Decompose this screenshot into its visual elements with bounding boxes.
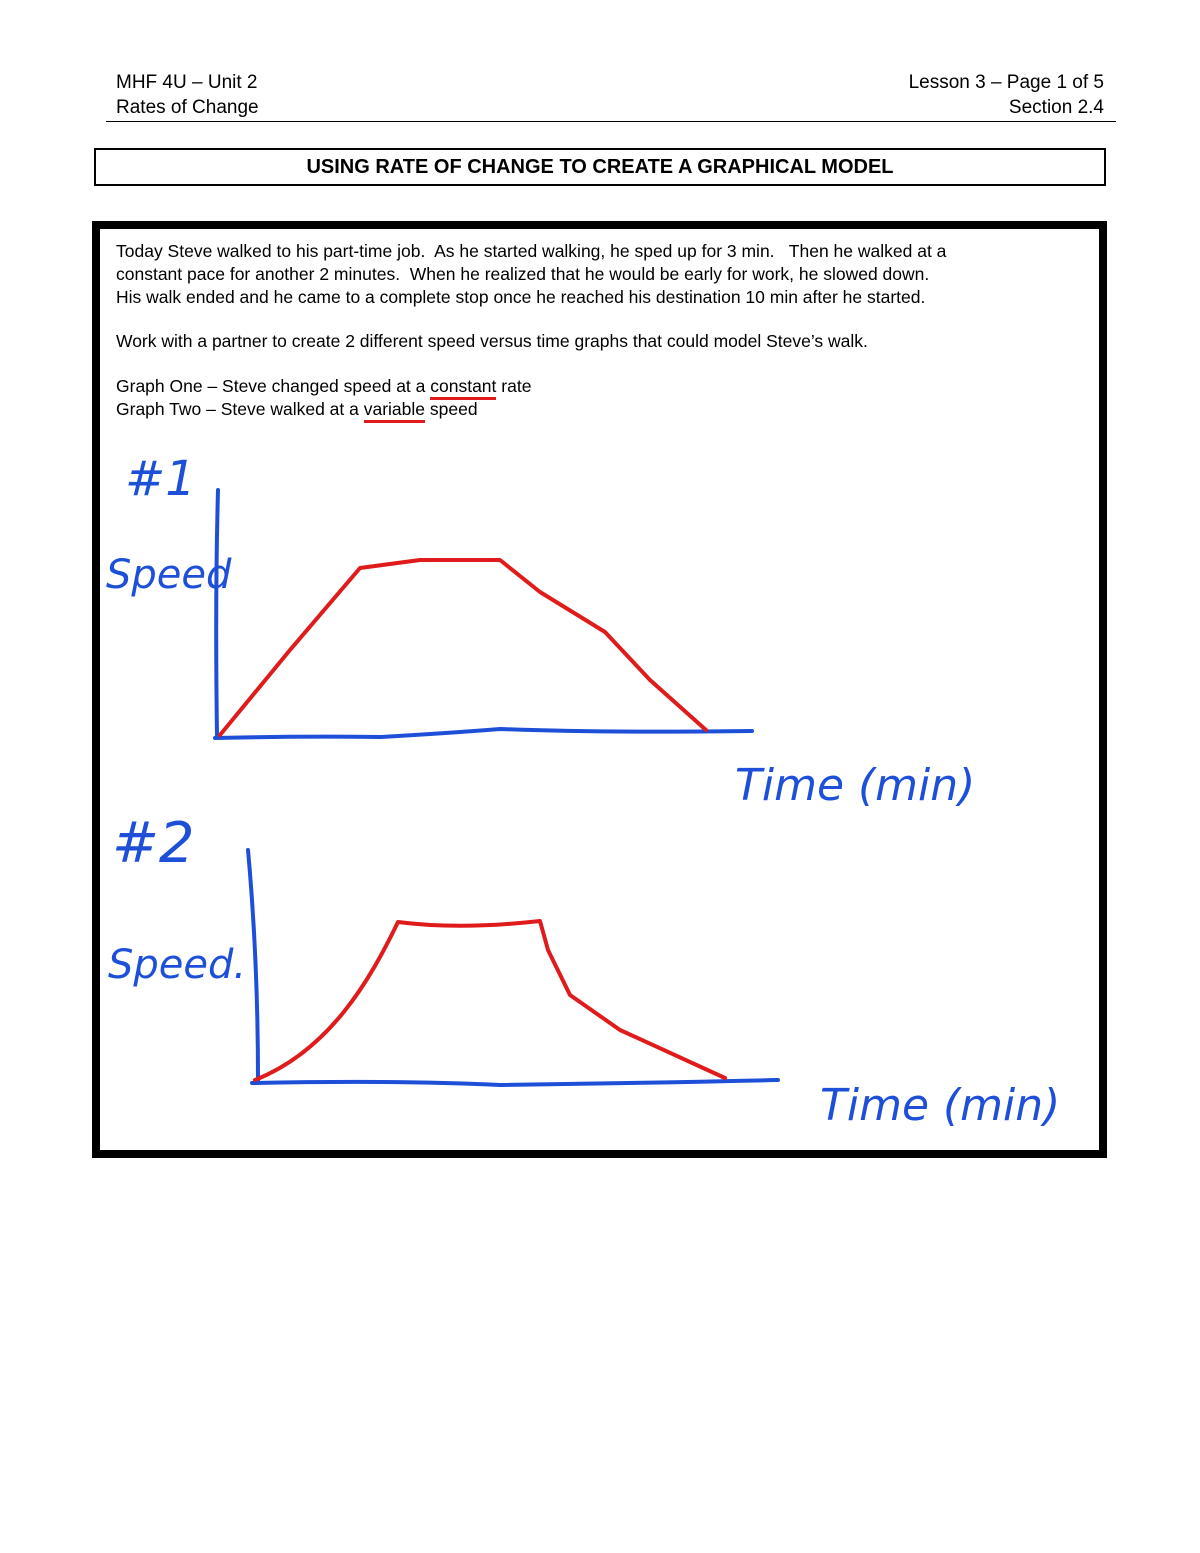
graph-two-text: Graph Two – Steve walked at a variable s… (116, 399, 478, 423)
paragraph-line: Today Steve walked to his part-time job.… (116, 241, 947, 261)
section: Section 2.4 (1008, 97, 1104, 118)
header-rule (106, 121, 1116, 122)
graph-one-text: Graph One – Steve changed speed at a con… (116, 376, 532, 400)
text: speed (425, 399, 478, 419)
speed-curve (253, 919, 727, 1082)
y-axis (246, 848, 260, 1082)
instruction: Work with a partner to create 2 differen… (116, 331, 868, 351)
text: rate (496, 376, 532, 396)
title: USING RATE OF CHANGE TO CREATE A GRAPHIC… (94, 148, 1106, 186)
text: Graph One – Steve changed speed at a (116, 376, 431, 396)
underlined-word: constant (430, 376, 497, 400)
sketch-label: #2 (112, 811, 195, 876)
speed-curve (218, 558, 708, 737)
y-axis (214, 488, 220, 737)
unit-name: Rates of Change (116, 97, 259, 118)
x-label: Time (min) (735, 760, 975, 811)
paragraph-line: constant pace for another 2 minutes. Whe… (116, 264, 930, 284)
paragraph-line: His walk ended and he came to a complete… (116, 287, 926, 307)
y-label: Speed. (108, 942, 246, 988)
course-code: MHF 4U – Unit 2 (116, 72, 258, 93)
x-axis (213, 727, 754, 740)
sketch-label: #1 (125, 451, 196, 507)
content-box (92, 221, 1107, 1158)
text: Graph Two – Steve walked at a (116, 399, 364, 419)
lesson-page: Lesson 3 – Page 1 of 5 (908, 72, 1104, 93)
x-axis (250, 1078, 780, 1087)
y-label: Speed (106, 552, 232, 598)
underlined-word: variable (363, 399, 426, 423)
x-label: Time (min) (820, 1080, 1060, 1131)
